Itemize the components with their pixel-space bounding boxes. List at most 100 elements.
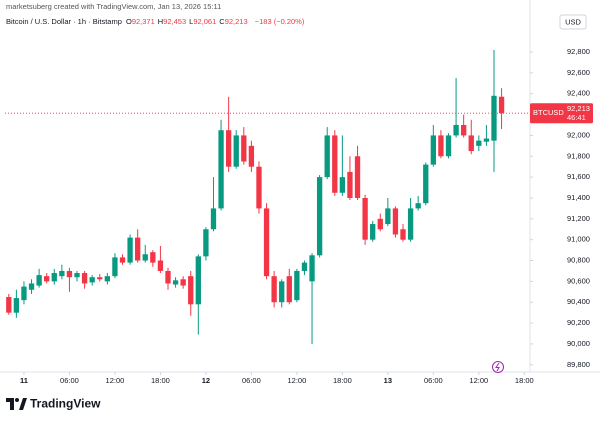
countdown: 46:41 (567, 113, 586, 122)
x-tick-label: 18:00 (151, 376, 170, 385)
y-tick-label: 91,800 (567, 151, 590, 160)
candle-body (309, 255, 315, 282)
ohlc-value: 92,061 (193, 17, 217, 26)
x-tick-label: 18:00 (333, 376, 352, 385)
currency: USD (565, 17, 581, 26)
y-tick-label: 92,800 (567, 47, 590, 56)
candle-body (112, 257, 118, 277)
candle-body (188, 276, 194, 305)
x-tick-label: 12:00 (287, 376, 306, 385)
candle-body (97, 277, 103, 280)
ohlc-label: C (219, 17, 225, 26)
ohlc: O92,371 H92,453 L92,061 C92,213 (126, 17, 251, 26)
candle-body (498, 96, 505, 114)
x-tick-label: 06:00 (242, 376, 261, 385)
currency-box[interactable] (559, 14, 587, 30)
y-tick-label: 92,600 (567, 68, 590, 77)
brand-logo (6, 398, 27, 410)
candle-body (286, 276, 292, 303)
candle-body (430, 135, 436, 165)
symbol-header: Bitcoin / U.S. Dollar · 1h · Bitstamp O9… (6, 17, 306, 26)
y-tick-label: 90,600 (567, 276, 590, 285)
y-tick-label: 90,000 (567, 339, 590, 348)
candle-body (354, 156, 361, 198)
candle-body (180, 279, 186, 286)
candle-body (339, 177, 346, 193)
candle-body (104, 276, 110, 282)
x-tick-label: 11 (20, 376, 28, 385)
candle-body (44, 276, 50, 282)
candle-body (468, 135, 474, 152)
y-tick-label: 91,000 (567, 235, 590, 244)
ohlc-label: L (189, 17, 194, 26)
y-tick-label: 89,800 (567, 360, 590, 369)
candle-body (332, 135, 338, 193)
y-tick-label: 90,200 (567, 318, 590, 327)
ohlc-value: 92,371 (131, 17, 155, 26)
candle-body (119, 257, 126, 263)
candle-body (438, 135, 444, 157)
x-tick-label: 06:00 (424, 376, 443, 385)
candle-body (157, 260, 164, 271)
candle-body (377, 218, 383, 230)
candle-body (36, 275, 42, 286)
candle-body (233, 135, 239, 167)
candle-body (195, 256, 201, 305)
candle-body (476, 140, 482, 146)
candle-body (423, 164, 429, 204)
last-price-tag (530, 103, 593, 124)
candle-body (13, 298, 20, 313)
candle-body (256, 166, 262, 209)
ohlc-label: H (157, 17, 164, 26)
y-tick-label: 91,600 (567, 172, 590, 181)
x-tick-label: 12 (202, 376, 210, 385)
candle-body (81, 273, 88, 284)
candle-body (491, 95, 497, 141)
symbol-title: Bitcoin / U.S. Dollar · 1h · Bitstamp (6, 17, 122, 26)
candle-body (461, 124, 467, 136)
candle-body (66, 270, 73, 278)
candle-body (225, 130, 232, 167)
candle-body (210, 208, 217, 230)
candle-body (370, 224, 376, 240)
last-price-label: 92,213 (567, 104, 590, 113)
candle-body (279, 281, 285, 303)
ohlc-value: 92,213 (224, 17, 248, 26)
candle-body (74, 273, 80, 278)
candle-body (483, 138, 490, 142)
candle-body (445, 135, 452, 157)
candle-body (21, 286, 27, 301)
candle-body (241, 135, 247, 162)
candle-body (218, 130, 224, 209)
candle-body (271, 276, 277, 303)
candle-body (400, 229, 406, 240)
x-tick-label: 13 (384, 376, 392, 385)
x-tick-label: 12:00 (469, 376, 488, 385)
candle-body (324, 135, 330, 178)
attribution: marketsuberg created with TradingView.co… (6, 2, 222, 11)
brand: TradingView (30, 397, 101, 411)
candle-body (135, 237, 141, 261)
candle-body (89, 277, 95, 283)
candle-body (150, 252, 156, 263)
candle-body (362, 197, 368, 240)
y-tick-label: 90,400 (567, 297, 590, 306)
candle-body (453, 124, 459, 136)
candle-body (415, 203, 421, 209)
candle-body (6, 297, 12, 313)
candle-body (51, 273, 57, 282)
candle-body (127, 237, 133, 263)
x-tick-label: 06:00 (60, 376, 79, 385)
y-tick-label: 92,000 (567, 130, 590, 139)
event-icon-bolt (495, 362, 500, 372)
candle-body (203, 229, 209, 257)
ohlc-value: 92,453 (163, 17, 187, 26)
candle-body (28, 283, 35, 290)
ohlc-label: O (125, 17, 132, 26)
y-tick-label: 92,400 (567, 89, 590, 98)
candle-body (301, 262, 308, 271)
y-tick-label: 90,800 (567, 256, 590, 265)
candle-body (172, 280, 179, 285)
candle-body (142, 254, 148, 261)
